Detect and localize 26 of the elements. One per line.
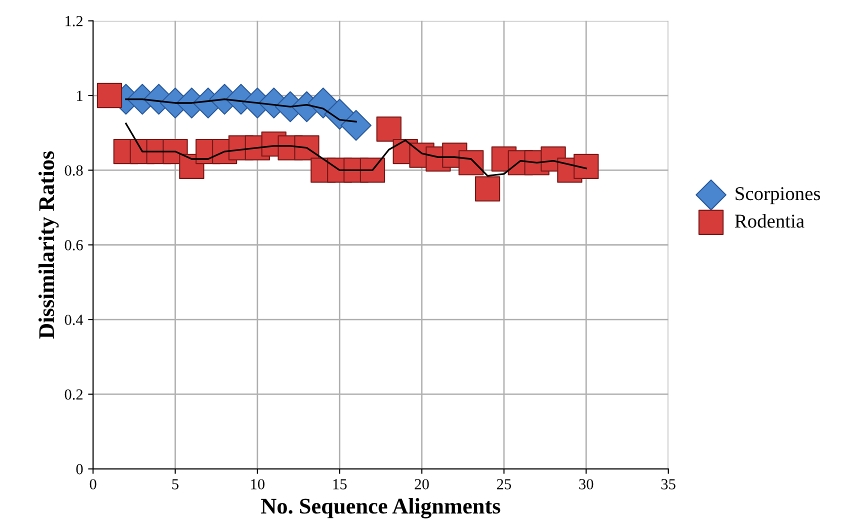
y-tick-label: 0 xyxy=(76,464,83,474)
x-tick-label: 5 xyxy=(172,479,178,490)
x-tick-label: 20 xyxy=(414,479,429,490)
point xyxy=(458,150,484,176)
x-tick-label: 15 xyxy=(333,479,347,490)
legend-label: Rodentia xyxy=(734,214,804,228)
point xyxy=(376,116,402,142)
legend-label: Scorpiones xyxy=(736,187,820,204)
point xyxy=(360,158,386,183)
x-axis-title: No. Sequence Alignments xyxy=(261,498,500,518)
y-tick-label: 1.2 xyxy=(66,16,82,26)
point xyxy=(574,154,599,180)
x-tick-label: 25 xyxy=(497,479,512,490)
x-tick-label: 35 xyxy=(661,479,676,490)
x-tick-label: 10 xyxy=(251,479,264,490)
point xyxy=(474,176,500,202)
point xyxy=(340,110,372,141)
y-axis-title: Dissimilarity Ratios xyxy=(38,151,59,339)
x-tick-label: 0 xyxy=(90,479,96,490)
y-tick-label: 1 xyxy=(77,90,82,101)
y-tick-label: 0.4 xyxy=(64,314,84,326)
y-tick-label: 0.2 xyxy=(64,389,82,400)
y-tick-label: 0.8 xyxy=(64,165,83,176)
point xyxy=(96,82,122,108)
y-tick-label: 0.6 xyxy=(64,240,83,250)
x-tick-label: 30 xyxy=(579,479,594,490)
